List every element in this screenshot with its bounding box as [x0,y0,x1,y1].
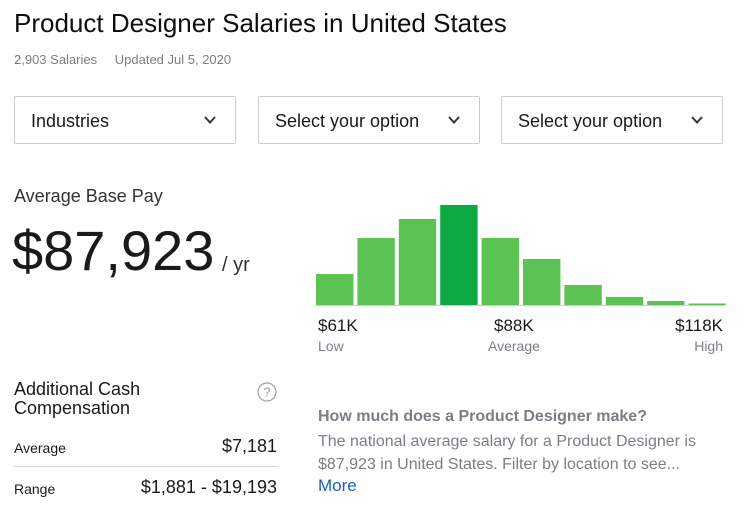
histogram-bar [564,285,602,305]
svg-text:?: ? [263,385,270,400]
cash-range-value: $1,881 - $19,193 [140,477,277,497]
page-title: Product Designer Salaries in United Stat… [14,8,507,38]
chevron-down-icon [204,116,216,124]
question-circle-icon[interactable]: ? [257,382,277,402]
cash-average-value: $7,181 [221,436,277,456]
dropdown-label: Industries [31,111,110,131]
updated-date: Updated Jul 5, 2020 [114,52,232,67]
info-text: The national average salary for a Produc… [318,433,696,473]
axis-average-label: Average [488,338,540,354]
additional-cash-title: Additional Cash Compensation [14,379,141,418]
histogram-bar [316,274,354,305]
pay-period-unit: / yr [222,254,250,276]
axis-average-value: $88K [494,316,534,335]
axis-low-label: Low [318,338,344,354]
axis-high-value: $118K [675,316,723,335]
axis-low-value: $61K [318,316,358,335]
histogram-bar-average [440,205,478,305]
histogram-bar [523,259,561,305]
average-base-pay-label: Average Base Pay [14,186,163,206]
cash-range-label: Range [14,481,56,497]
dropdown-label: Select your option [518,111,663,131]
salary-meta: 2,903 Salaries Updated Jul 5, 2020 [14,52,231,67]
cash-average-label: Average [14,440,66,456]
filter-dropdown-2[interactable]: Select your option [258,96,480,144]
histogram-baseline [316,305,724,306]
industries-dropdown[interactable]: Industries [14,96,236,144]
filter-dropdown-3[interactable]: Select your option [501,96,723,144]
histogram-bar [481,238,519,305]
average-base-pay-value: $87,923 [12,219,215,282]
salary-count: 2,903 Salaries [14,52,98,67]
histogram-bar [688,303,726,305]
info-question: How much does a Product Designer make? [318,408,647,425]
salary-histogram [316,205,726,305]
histogram-bar [398,219,437,305]
axis-high-label: High [694,338,723,354]
divider [14,466,277,467]
histogram-bar [647,301,685,305]
chevron-down-icon [691,116,703,124]
histogram-bar [357,238,395,305]
histogram-bar [605,297,644,305]
dropdown-label: Select your option [275,111,420,131]
chevron-down-icon [448,116,460,124]
more-link[interactable]: More [318,476,357,495]
